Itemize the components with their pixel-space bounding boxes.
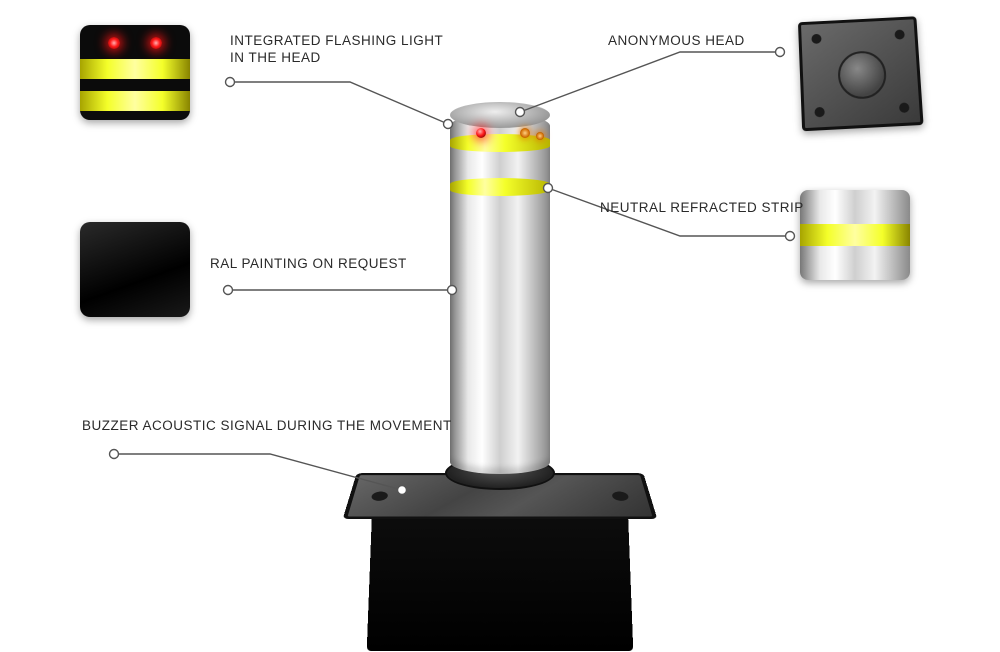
reflective-stripe <box>450 134 550 152</box>
led-amber-icon <box>536 132 544 140</box>
thumb-flashing-light <box>80 25 190 120</box>
led-amber-icon <box>520 128 530 138</box>
reflective-stripe <box>450 178 550 196</box>
bollard-assembly <box>410 100 590 650</box>
thumb-ral-swatch <box>80 222 190 317</box>
label-refracted-strip: NEUTRAL REFRACTED STRIP <box>600 200 804 217</box>
bollard-cylinder <box>450 114 550 474</box>
label-ral-painting: RAL PAINTING ON REQUEST <box>210 256 407 273</box>
thumb-yellow-strip <box>800 190 910 280</box>
bollard-cap <box>450 102 550 128</box>
led-red-icon <box>476 128 486 138</box>
thumb-head-plate <box>798 16 924 131</box>
label-flashing-light: INTEGRATED FLASHING LIGHT IN THE HEAD <box>230 33 443 67</box>
diagram-stage: INTEGRATED FLASHING LIGHT IN THE HEAD AN… <box>0 0 1000 652</box>
label-anonymous-head: ANONYMOUS HEAD <box>608 33 745 50</box>
label-buzzer: BUZZER ACOUSTIC SIGNAL DURING THE MOVEME… <box>82 418 452 435</box>
